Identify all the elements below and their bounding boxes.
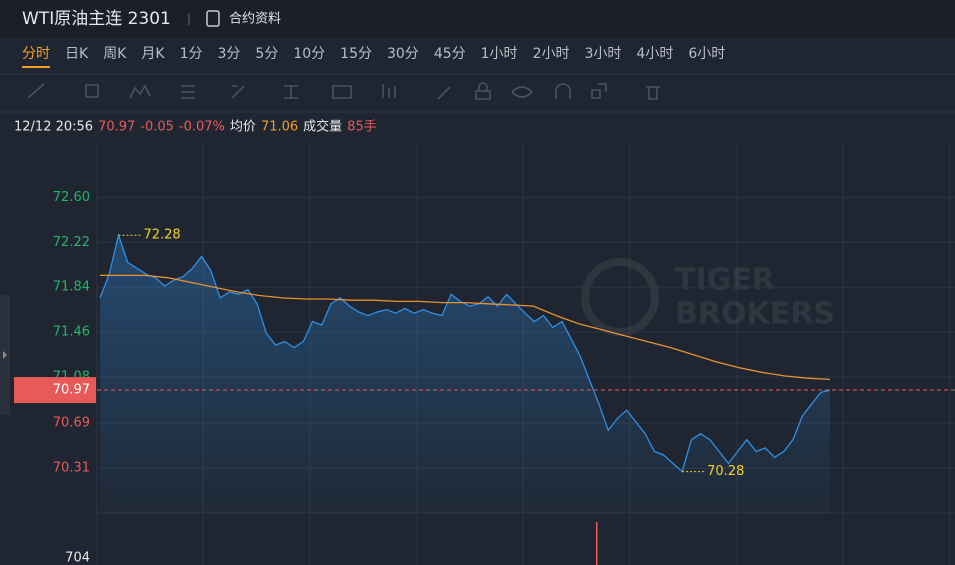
tab[interactable]: 1分 (180, 46, 203, 62)
info-price: 70.97 (98, 120, 135, 135)
tab-underline (22, 66, 50, 68)
tab[interactable]: 3分 (217, 46, 240, 62)
info-change: -0.05 (140, 120, 174, 135)
arrow-icon (3, 351, 7, 359)
volume-tick-label: 704 (65, 551, 90, 565)
high-label: 72.28 (143, 228, 180, 243)
y-tick-label: 70.69 (53, 416, 90, 431)
y-tick-label: 71.84 (53, 280, 90, 295)
info-time: 12/12 20:56 (14, 120, 93, 135)
average-line (100, 274, 831, 381)
toolbar (27, 82, 660, 100)
tab[interactable]: 5分 (255, 46, 278, 62)
tab[interactable]: 日K (65, 46, 89, 62)
tab[interactable]: 6小时 (688, 46, 725, 62)
price-line (99, 232, 831, 473)
y-tick-label: 70.31 (53, 461, 90, 476)
info-volume-label: 成交量 (303, 119, 342, 135)
contract-link[interactable]: 合约资料 (229, 12, 281, 27)
tab[interactable]: 45分 (434, 46, 466, 62)
tab[interactable]: 2小时 (533, 46, 570, 62)
tab[interactable]: 3小时 (584, 46, 621, 62)
info-avg-label: 均价 (230, 120, 256, 135)
tab[interactable]: 10分 (293, 46, 325, 62)
watermark-text: BROKERS (675, 297, 835, 332)
tab[interactable]: 周K (103, 46, 127, 62)
tab[interactable]: 4小时 (636, 46, 673, 62)
y-tick-label: 71.46 (53, 325, 90, 340)
tab[interactable]: 15分 (340, 46, 372, 62)
volume-bar (596, 522, 598, 565)
tab[interactable]: 1小时 (481, 46, 518, 62)
doc-icon (206, 10, 220, 27)
info-volume: 85手 (347, 120, 377, 135)
price-area (100, 235, 830, 513)
title: WTI原油主连 2301 (22, 9, 171, 29)
y-tick-label: 72.60 (53, 190, 90, 205)
tab[interactable]: 月K (141, 46, 165, 62)
last-price-label: 70.97 (53, 383, 90, 398)
info-change-pct: -0.07% (179, 120, 225, 135)
tab[interactable]: 分时 (22, 46, 50, 62)
y-tick-label: 72.22 (53, 235, 90, 250)
low-label: 70.28 (707, 464, 744, 479)
info-avg: 71.06 (261, 120, 298, 135)
last-price-box (14, 377, 96, 404)
header-bar (0, 0, 955, 38)
tab[interactable]: 30分 (387, 46, 419, 62)
watermark-text: TIGER (675, 263, 775, 298)
